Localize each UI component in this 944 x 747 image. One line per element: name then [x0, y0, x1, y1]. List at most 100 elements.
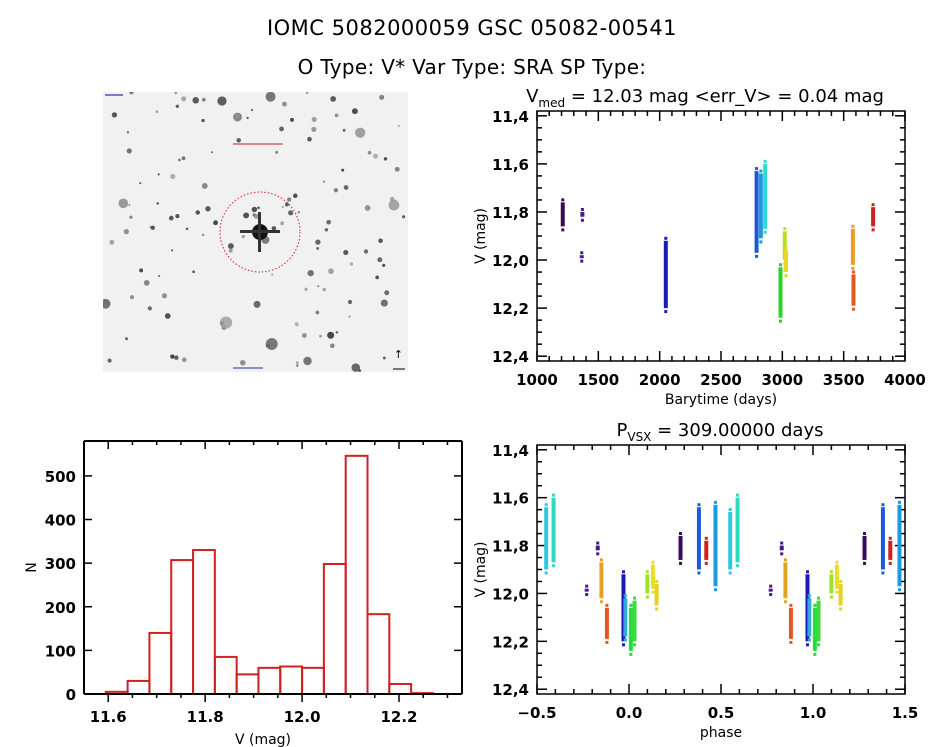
field-star [265, 338, 278, 351]
data-point [679, 531, 683, 535]
data-point [580, 207, 584, 211]
data-point [544, 571, 548, 575]
field-star [228, 248, 233, 253]
y-tick-label: 12,4 [492, 348, 529, 366]
field-star [311, 116, 317, 122]
data-point [783, 558, 787, 562]
field-star [123, 229, 129, 235]
histogram-bar [148, 631, 173, 695]
x-tick-label: 1500 [577, 371, 619, 389]
data-point [645, 595, 649, 599]
field-star [281, 101, 287, 107]
data-point [544, 503, 548, 507]
field-star [219, 316, 233, 329]
field-star [128, 203, 131, 206]
histogram-bar [126, 679, 151, 695]
field-star [201, 118, 205, 123]
title-subscript: VSX [627, 430, 651, 444]
field-star [271, 226, 277, 231]
field-star [351, 363, 361, 372]
data-point-cluster [595, 545, 600, 551]
data-point [713, 500, 717, 504]
field-star [341, 168, 345, 172]
field-star [329, 343, 335, 349]
histogram-bar [279, 665, 304, 696]
data-point-cluster [783, 562, 788, 599]
data-point [881, 571, 885, 575]
data-point [807, 594, 811, 598]
x-tick-label: 1.0 [800, 704, 827, 722]
data-point-cluster [838, 583, 843, 606]
data-point [728, 508, 732, 512]
field-star [257, 206, 260, 210]
target-label [233, 143, 283, 145]
data-point [783, 227, 787, 231]
field-star [107, 358, 112, 363]
y-tick-label: 11,6 [492, 490, 529, 508]
field-star [364, 205, 371, 211]
field-star [236, 137, 241, 143]
y-tick-label: 12,2 [492, 633, 529, 651]
field-star [297, 211, 300, 214]
y-tick-label: 12,0 [492, 585, 529, 603]
field-star [380, 299, 388, 307]
data-point [789, 640, 793, 644]
north-arrow-icon: ↑ [394, 348, 403, 361]
field-star [181, 357, 187, 363]
field-star [280, 221, 285, 226]
data-point [605, 640, 609, 644]
data-point [789, 603, 793, 607]
data-point [805, 643, 809, 647]
data-point [813, 603, 817, 607]
data-point [759, 169, 763, 173]
field-star [333, 188, 339, 193]
y-tick-label: 11,8 [492, 538, 529, 556]
data-point [697, 503, 701, 507]
field-star [382, 356, 386, 360]
histogram-bar [192, 549, 216, 695]
data-point [651, 590, 655, 594]
field-star [311, 126, 317, 132]
data-point [580, 251, 584, 255]
field-star [372, 153, 379, 159]
data-point-cluster [654, 583, 659, 606]
field-star [126, 148, 132, 154]
field-star [178, 158, 181, 162]
data-point [585, 584, 589, 588]
field-star [124, 337, 129, 341]
data-point [778, 263, 782, 267]
y-tick-label: 12,4 [492, 681, 529, 699]
data-point [759, 240, 763, 244]
field-star [243, 212, 250, 219]
field-star [103, 298, 111, 309]
field-star [382, 263, 386, 268]
data-point [829, 570, 833, 574]
field-star [235, 114, 240, 119]
data-point-cluster [758, 173, 763, 239]
data-point [851, 224, 855, 228]
data-point-cluster [778, 267, 783, 318]
field-star [295, 361, 299, 365]
data-point [805, 570, 809, 574]
histogram-bar [366, 613, 391, 695]
field-star [170, 354, 175, 359]
data-point [704, 561, 708, 565]
field-star [394, 166, 400, 172]
data-point-cluster [851, 274, 856, 306]
data-point [728, 571, 732, 575]
data-point [596, 541, 600, 545]
field-star [217, 96, 227, 106]
data-point [755, 167, 759, 171]
field-star [147, 306, 152, 311]
histogram-bar [301, 666, 325, 696]
histogram-bar [213, 655, 238, 695]
field-star [288, 210, 294, 216]
field-star [290, 117, 294, 122]
field-star [355, 127, 366, 138]
y-tick-label: 12,2 [492, 300, 529, 318]
data-point-cluster [829, 574, 834, 594]
data-point [897, 588, 901, 592]
field-star [227, 243, 234, 249]
x-tick-label: −0.5 [517, 704, 556, 722]
plot-frame [536, 110, 906, 362]
